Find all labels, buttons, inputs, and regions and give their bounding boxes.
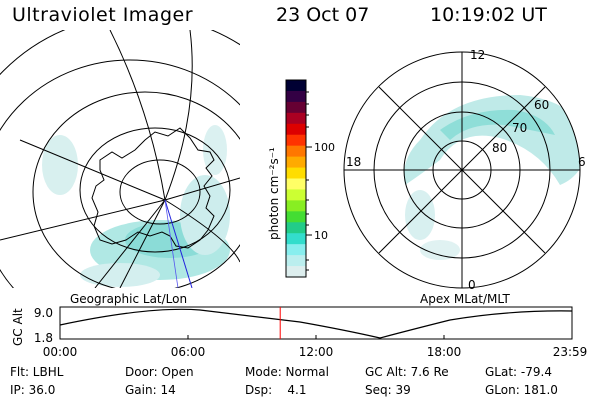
latitude-circles <box>0 59 240 288</box>
mlt-label-6: 6 <box>578 155 586 169</box>
polar-map <box>343 51 581 289</box>
colorbar-tick-10: 10 <box>314 229 328 242</box>
intensity-colorbar <box>286 80 306 278</box>
observation-time: 10:19:02 UT <box>430 4 547 26</box>
colorbar-tick-100: 100 <box>314 141 335 154</box>
orbit-ytick-1-8: 1.8 <box>34 331 53 345</box>
satellite-track-line <box>164 199 193 288</box>
colorbar-segment <box>286 145 306 158</box>
colorbar-ticks <box>306 91 312 271</box>
orbit-ylabel: GC Alt <box>11 308 25 346</box>
antarctica-coastline <box>91 127 215 249</box>
polar-panel-label: Apex MLat/MLT <box>420 292 510 306</box>
status-glon: GLon: 181.0 <box>485 383 558 397</box>
colorbar-segment <box>286 222 306 234</box>
satellite-track-line-2 <box>164 199 179 288</box>
colorbar-segment <box>286 211 306 223</box>
colorbar-segment <box>286 178 306 191</box>
polar-aurora-emission <box>404 95 580 260</box>
mlt-label-12: 12 <box>470 48 485 62</box>
geographic-map <box>0 30 240 288</box>
orbit-xtick-0600: 06:00 <box>171 345 206 359</box>
polar-diagonal-2 <box>378 86 546 254</box>
status-mode: Mode: Normal <box>245 365 329 379</box>
status-seq: Seq: 39 <box>365 383 411 397</box>
status-glat: GLat: -79.4 <box>485 365 552 379</box>
colorbar-segment <box>286 167 306 180</box>
window-title: Ultraviolet Imager <box>12 4 194 26</box>
colorbar-segment <box>286 101 306 114</box>
mlat-label-70: 70 <box>512 121 527 135</box>
orbit-xtick-1800: 18:00 <box>427 345 462 359</box>
colorbar-segment <box>286 233 306 245</box>
status-ip: IP: 36.0 <box>10 383 55 397</box>
orbit-ytick-9: 9.0 <box>34 306 53 320</box>
mlt-label-0: 0 <box>468 278 476 292</box>
status-filter: Flt: LBHL <box>10 365 64 379</box>
mlat-label-80: 80 <box>492 141 507 155</box>
longitude-lines <box>0 30 240 288</box>
status-gain: Gain: 14 <box>125 383 176 397</box>
colorbar-segment <box>286 123 306 136</box>
colorbar-segment <box>286 244 306 256</box>
colorbar-segment <box>286 189 306 201</box>
colorbar-unit-label: photon cm⁻²s⁻¹ <box>267 147 281 240</box>
orbit-xtick-2359: 23:59 <box>553 345 588 359</box>
orbit-altitude-curve <box>59 308 573 339</box>
orbit-xtick-0000: 00:00 <box>43 345 78 359</box>
colorbar-segment <box>286 134 306 147</box>
mlat-label-60: 60 <box>534 98 549 112</box>
status-gc-alt: GC Alt: 7.6 Re <box>365 365 449 379</box>
orbit-x-ticks <box>187 335 445 339</box>
mlt-label-18: 18 <box>346 155 361 169</box>
colorbar-segment <box>286 266 306 278</box>
colorbar-segment <box>286 255 306 267</box>
orbit-xtick-1200: 12:00 <box>299 345 334 359</box>
status-door: Door: Open <box>125 365 194 379</box>
colorbar-segment <box>286 112 306 125</box>
status-dsp: Dsp: 4.1 <box>245 383 307 397</box>
geographic-panel-label: Geographic Lat/Lon <box>70 292 187 306</box>
colorbar-segment <box>286 156 306 169</box>
colorbar-segment <box>286 80 306 92</box>
colorbar-segment <box>286 90 306 103</box>
colorbar-frame <box>285 79 307 278</box>
observation-date: 23 Oct 07 <box>276 4 370 26</box>
colorbar-segment <box>286 200 306 212</box>
